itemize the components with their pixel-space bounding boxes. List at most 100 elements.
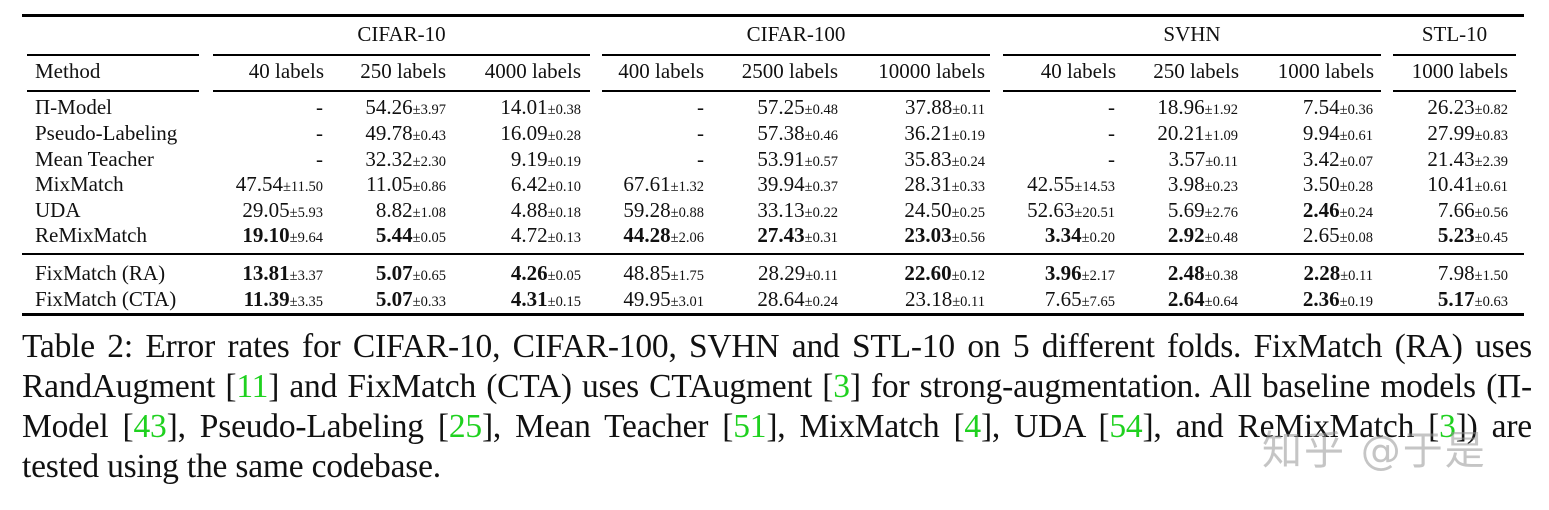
cifar10-group-rule: [213, 54, 590, 56]
table-cell: 28.31±0.33: [904, 171, 985, 200]
cell-std: ±0.28: [1339, 179, 1373, 195]
header-bottom-rule-cifar10: [213, 90, 590, 92]
cell-value: -: [316, 121, 323, 145]
table-cell: -: [316, 120, 323, 146]
header-bottom-rule-method: [27, 90, 199, 92]
row-method-label: FixMatch (RA): [35, 261, 166, 285]
citation-link[interactable]: 43: [133, 408, 167, 445]
cell-std: ±0.22: [804, 205, 838, 221]
cell-std: ±14.53: [1074, 179, 1115, 195]
column-header: 10000 labels: [878, 59, 985, 83]
cell-std: ±0.20: [1081, 230, 1115, 246]
cell-std: ±0.45: [1474, 230, 1508, 246]
table-cell: 57.25±0.48: [757, 94, 838, 123]
cell-value: 13.81: [242, 261, 290, 285]
cell-std: ±0.31: [804, 230, 838, 246]
cell-value: 7.54: [1302, 95, 1340, 119]
group-header-cifar10: CIFAR-10: [357, 22, 446, 46]
cell-value: 2.48: [1167, 261, 1205, 285]
cell-value: 2.65: [1302, 223, 1340, 247]
table-cell: 19.10±9.64: [242, 222, 323, 251]
table-cell: 39.94±0.37: [757, 171, 838, 200]
cell-value: 8.82: [375, 198, 413, 222]
citation-link[interactable]: 51: [733, 408, 767, 445]
cell-value: 28.31: [904, 172, 952, 196]
cell-std: ±0.15: [547, 294, 581, 310]
cell-value: -: [1108, 121, 1115, 145]
cell-value: 28.64: [757, 287, 805, 311]
cell-std: ±0.46: [804, 128, 838, 144]
cell-std: ±2.17: [1081, 268, 1115, 284]
citation-link[interactable]: 25: [448, 408, 482, 445]
cell-std: ±3.97: [412, 102, 446, 118]
cell-value: 29.05: [242, 198, 290, 222]
cell-std: ±5.93: [289, 205, 323, 221]
cell-std: ±0.83: [1474, 128, 1508, 144]
cell-std: ±0.10: [547, 179, 581, 195]
table-cell: 3.42±0.07: [1303, 146, 1373, 175]
caption-text: ], Mean Teacher [: [481, 408, 734, 445]
cell-value: 11.05: [366, 172, 413, 196]
cell-std: ±1.92: [1204, 102, 1238, 118]
cell-std: ±0.36: [1339, 102, 1373, 118]
table-top-rule: [22, 14, 1524, 17]
cell-value: 2.92: [1167, 223, 1205, 247]
table-cell: 5.44±0.05: [376, 222, 446, 251]
cell-value: 39.94: [757, 172, 805, 196]
cell-value: 6.42: [510, 172, 548, 196]
table-cell: 5.17±0.63: [1438, 286, 1508, 315]
table-cell: 9.94±0.61: [1303, 120, 1373, 149]
citation-link[interactable]: 54: [1109, 408, 1143, 445]
cell-std: ±0.48: [1204, 230, 1238, 246]
table-cell: 52.63±20.51: [1027, 197, 1115, 226]
cell-value: 53.91: [757, 147, 805, 171]
table-cell: 3.98±0.23: [1168, 171, 1238, 200]
cell-value: 5.23: [1437, 223, 1475, 247]
cell-value: 28.29: [757, 261, 806, 285]
table-cell: 67.61±1.32: [623, 171, 704, 200]
cell-value: 7.66: [1437, 198, 1475, 222]
citation-link[interactable]: 3: [833, 368, 850, 405]
column-header: 1000 labels: [1277, 59, 1374, 83]
column-header: 1000 labels: [1411, 59, 1508, 83]
cell-value: -: [697, 147, 704, 171]
cell-std: ±0.05: [547, 268, 581, 284]
table-cell: 6.42±0.10: [511, 171, 581, 200]
cell-value: 5.69: [1167, 198, 1205, 222]
cell-std: ±0.08: [1339, 230, 1373, 246]
citation-link[interactable]: 11: [236, 368, 269, 405]
table-cell: 27.43±0.31: [757, 222, 838, 251]
caption-text: ], and ReMixMatch [: [1142, 408, 1440, 445]
cell-std: ±3.01: [670, 294, 704, 310]
cell-std: ±0.33: [951, 179, 985, 195]
table-cell: 3.57±0.11: [1168, 146, 1238, 175]
table-cell: 49.78±0.43: [365, 120, 446, 149]
cell-std: ±0.38: [547, 102, 581, 118]
table-cell: -: [316, 94, 323, 120]
cell-std: ±0.13: [547, 230, 581, 246]
table-cell: 28.64±0.24: [757, 286, 838, 315]
table-cell: 2.36±0.19: [1303, 286, 1373, 315]
column-header: 4000 labels: [484, 59, 581, 83]
cell-value: 3.34: [1044, 223, 1082, 247]
cifar100-group-rule: [602, 54, 990, 56]
cell-value: 3.42: [1302, 147, 1340, 171]
citation-link[interactable]: 3: [1439, 408, 1456, 445]
cell-std: ±0.11: [952, 294, 985, 310]
table-cell: -: [697, 120, 704, 146]
table-cell: 47.54±11.50: [236, 171, 323, 200]
cell-std: ±0.64: [1204, 294, 1238, 310]
cell-std: ±0.61: [1339, 128, 1373, 144]
group-header-cifar100: CIFAR-100: [746, 22, 846, 46]
cell-value: 5.07: [375, 287, 413, 311]
cell-std: ±0.48: [804, 102, 838, 118]
table-cell: -: [1108, 94, 1115, 120]
cell-value: 22.60: [904, 261, 952, 285]
column-header: 2500 labels: [741, 59, 838, 83]
cell-value: 67.61: [623, 172, 671, 196]
citation-link[interactable]: 4: [964, 408, 981, 445]
table-cell: -: [1108, 146, 1115, 172]
caption-text: ], MixMatch [: [766, 408, 965, 445]
cell-value: 47.54: [235, 172, 283, 196]
cell-value: 7.65: [1044, 287, 1082, 311]
